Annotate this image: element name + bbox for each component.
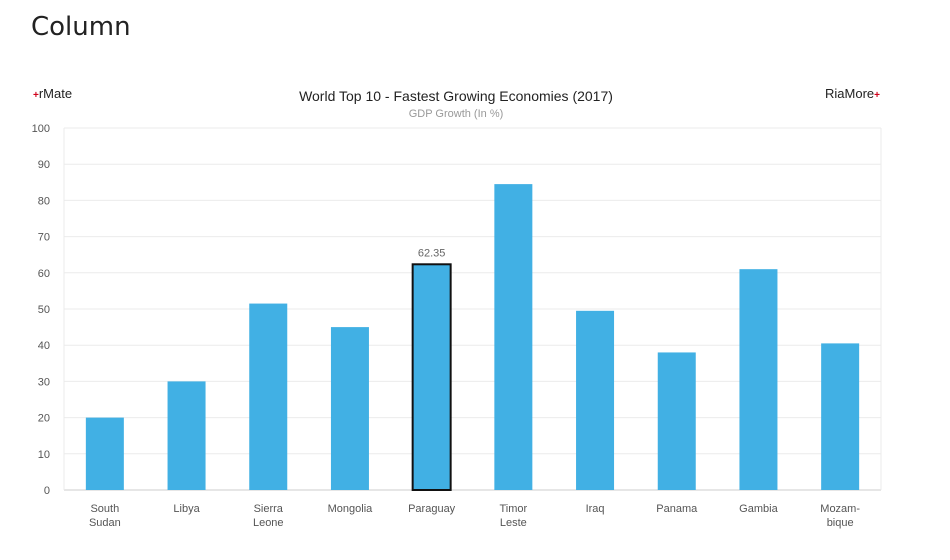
- y-axis: 0 10 20 30 40 50 60 70 80 90 100: [32, 123, 50, 497]
- bar-iraq[interactable]: [576, 310, 615, 490]
- x-tick-label: Timor: [499, 503, 527, 515]
- bar-southsudan[interactable]: [85, 417, 124, 490]
- plus-mark-icon: +: [874, 90, 880, 101]
- y-tick-label: 80: [38, 195, 50, 207]
- x-axis: South Sudan Libya Sierra Leone Mongolia Paragu…: [89, 503, 860, 529]
- y-tick-label: 100: [32, 123, 50, 135]
- bar-mongolia[interactable]: [330, 327, 369, 490]
- x-tick-label: bique: [827, 517, 854, 529]
- y-tick-label: 30: [38, 376, 50, 388]
- data-label: 62.35: [418, 247, 446, 259]
- y-tick-label: 40: [38, 340, 50, 352]
- rmate-logo-text: rMate: [38, 86, 73, 101]
- x-tick-label: Mozam-: [820, 503, 860, 515]
- chart-subtitle: GDP Growth (In %): [408, 108, 504, 120]
- chart-title: World Top 10 - Fastest Growing Economies…: [299, 88, 613, 104]
- y-tick-label: 10: [38, 449, 50, 461]
- bar-sierraleone[interactable]: [249, 303, 288, 490]
- bar-timorleste[interactable]: [494, 184, 533, 491]
- x-tick-label: Iraq: [586, 503, 605, 515]
- plus-mark-icon: +: [33, 90, 39, 101]
- y-tick-label: 60: [38, 268, 50, 280]
- x-tick-label: South: [90, 503, 119, 515]
- x-tick-label: Paraguay: [408, 503, 456, 515]
- bar-panama[interactable]: [657, 352, 696, 490]
- y-tick-label: 20: [38, 413, 50, 425]
- bar-libya[interactable]: [167, 381, 206, 490]
- x-tick-label: Sierra: [254, 503, 284, 515]
- bar-gambia[interactable]: [739, 269, 778, 490]
- y-tick-label: 90: [38, 159, 50, 171]
- y-tick-label: 70: [38, 232, 50, 244]
- riamore-logo-text: RiaMore: [825, 86, 875, 101]
- riamore-logo: RiaMore+: [825, 86, 880, 101]
- x-tick-label: Leone: [253, 517, 284, 529]
- x-tick-label: Sudan: [89, 517, 121, 529]
- bar-mozambique[interactable]: [821, 343, 860, 490]
- x-tick-label: Leste: [500, 517, 527, 529]
- bars: 62.35: [85, 184, 860, 491]
- x-tick-label: Mongolia: [328, 503, 374, 515]
- bar-paraguay[interactable]: [411, 263, 452, 491]
- y-tick-label: 50: [38, 304, 50, 316]
- rmate-logo: +rMate: [33, 86, 72, 101]
- y-tick-label: 0: [44, 485, 50, 497]
- page-title: Column: [31, 12, 131, 42]
- x-tick-label: Libya: [173, 503, 200, 515]
- x-tick-label: Panama: [656, 503, 698, 515]
- x-tick-label: Gambia: [739, 503, 778, 515]
